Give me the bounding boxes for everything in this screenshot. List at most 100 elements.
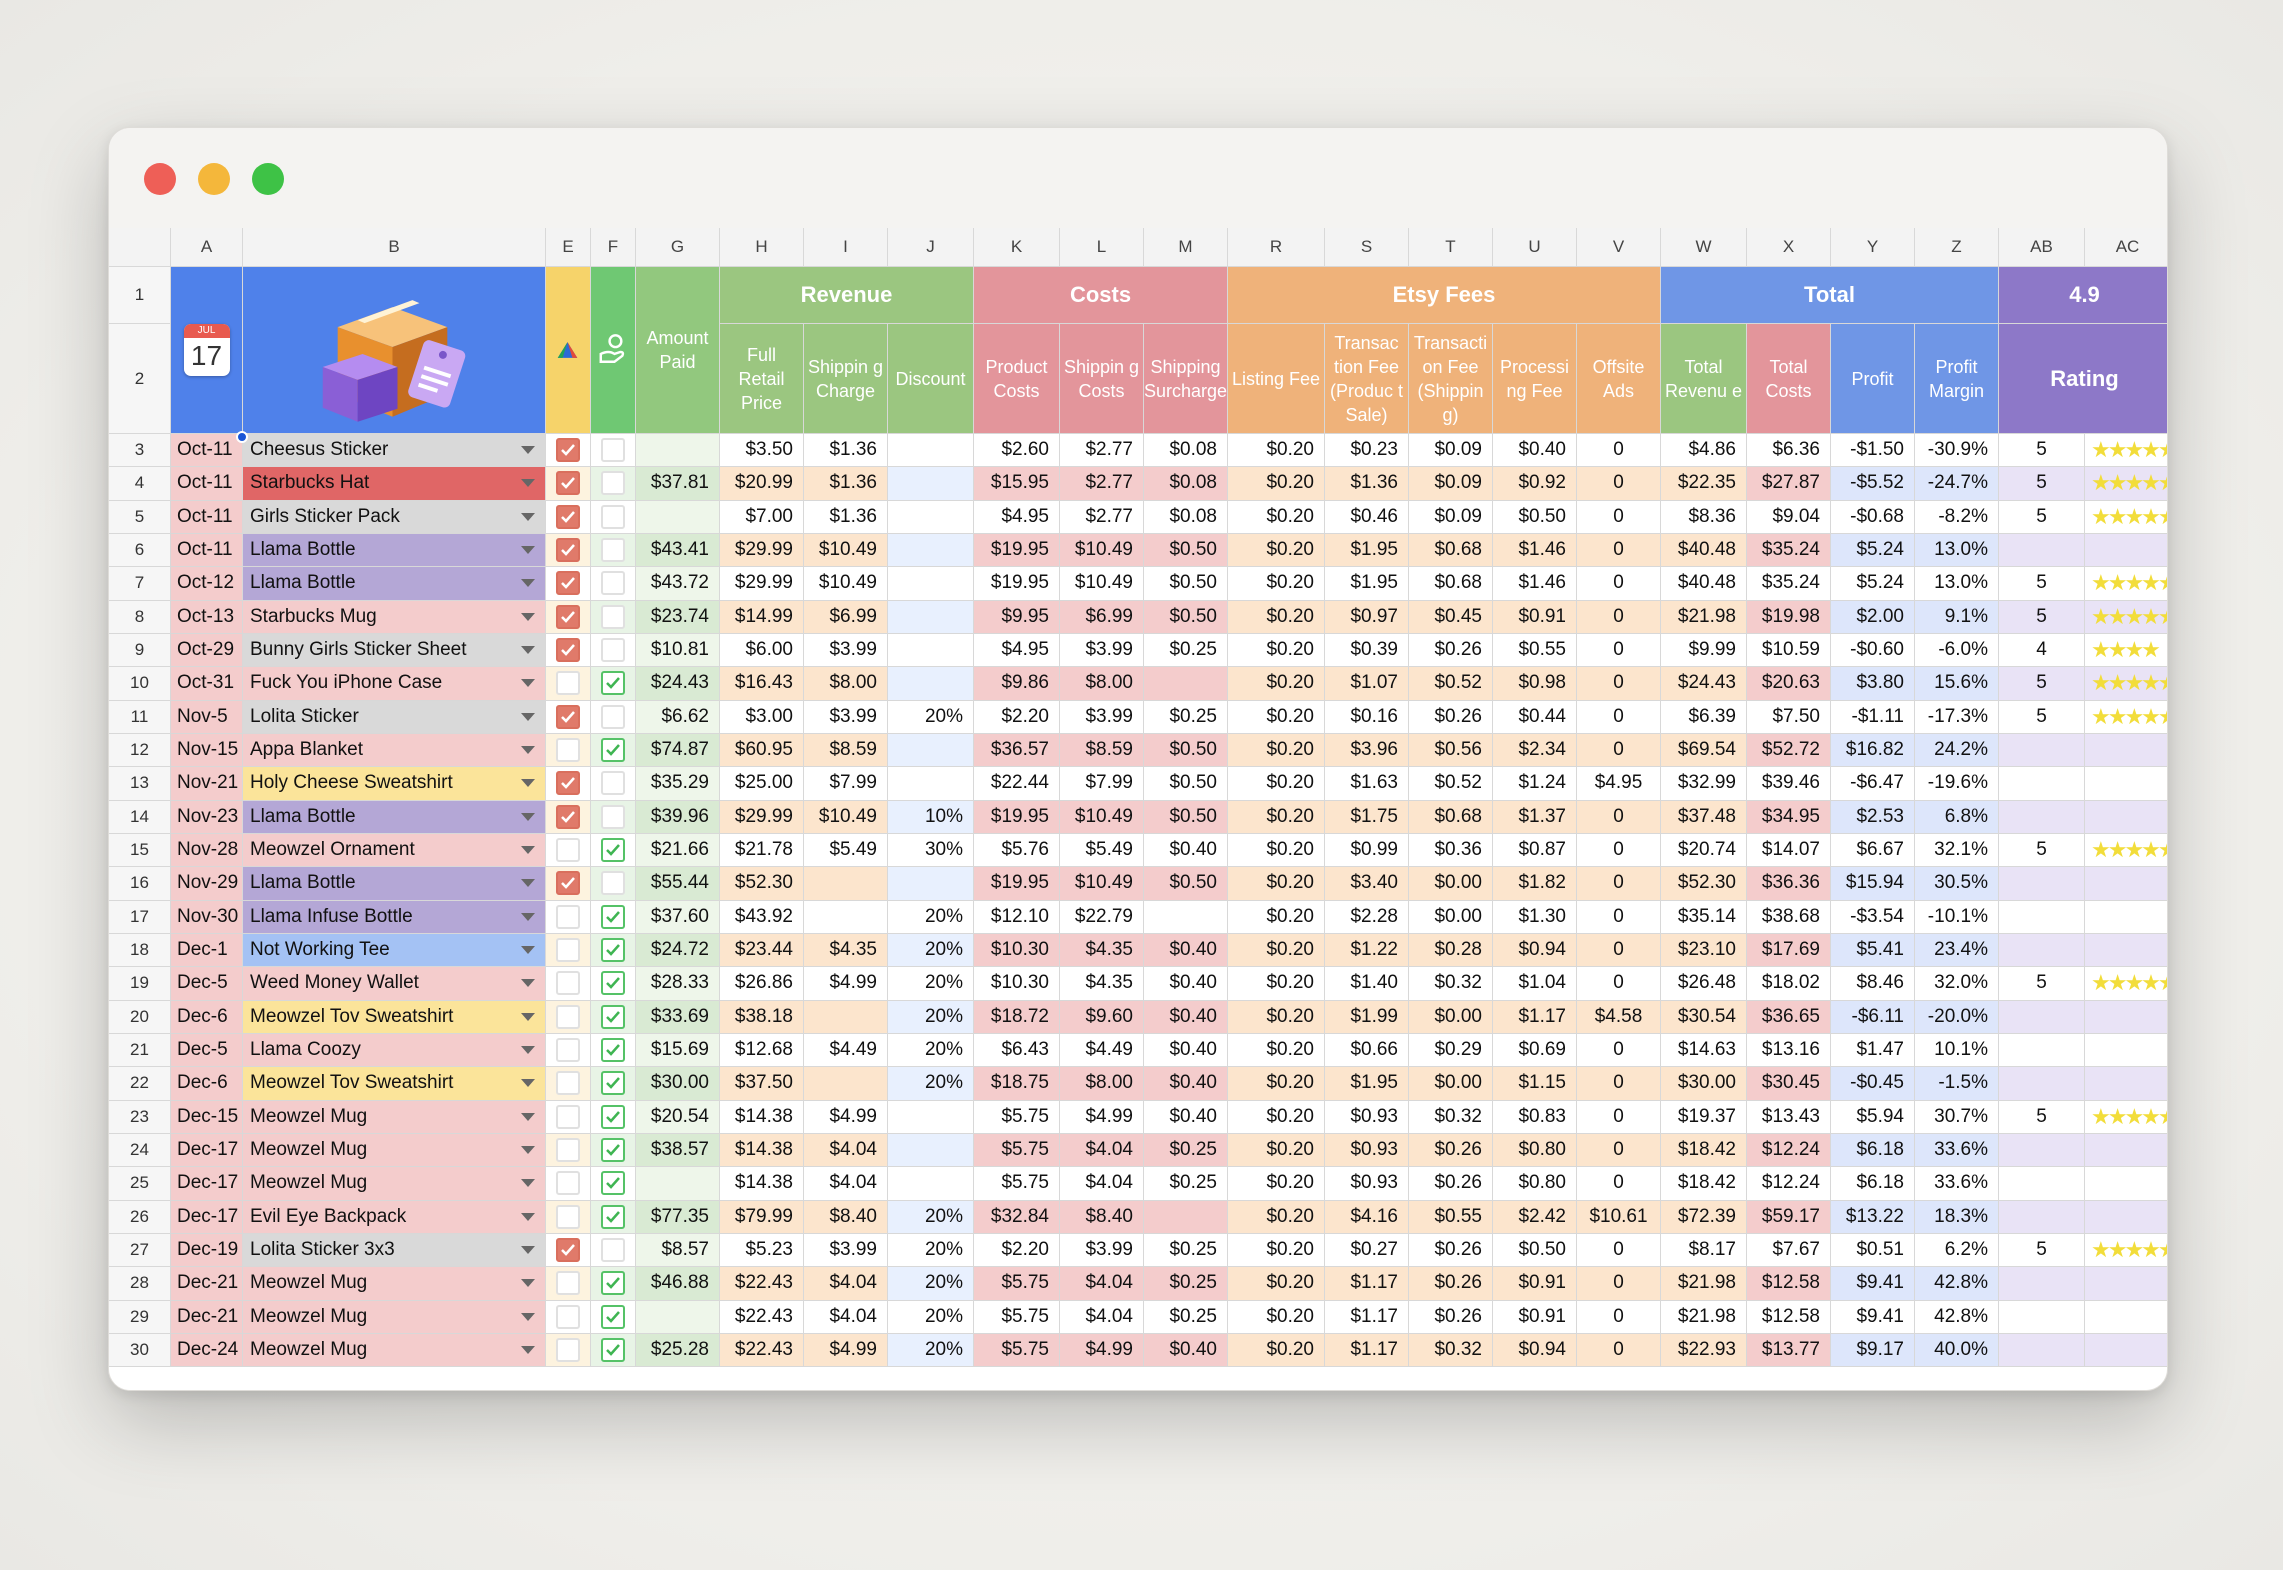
f-checkbox-cell[interactable] [591,667,636,701]
tcost-cell[interactable]: $20.63 [1747,667,1831,701]
f-checkbox[interactable] [601,871,625,896]
tfs-cell[interactable]: $0.32 [1409,1333,1493,1368]
ads-cell[interactable]: 0 [1577,1233,1661,1268]
full-cell[interactable]: $5.23 [720,1233,804,1268]
row-header-12[interactable]: 12 [109,733,171,768]
scost-cell[interactable]: $4.99 [1060,1333,1144,1368]
product-dropdown[interactable]: Llama Bottle [243,800,546,834]
list-cell[interactable]: $0.20 [1228,1033,1325,1068]
rating-cell[interactable]: 5 [1999,434,2085,468]
margin-cell[interactable]: 32.0% [1915,967,1999,1001]
scost-cell[interactable]: $2.77 [1060,500,1144,534]
ship-cell[interactable]: $4.99 [804,1333,888,1368]
dropdown-caret-icon[interactable] [521,512,535,521]
profit-cell[interactable]: $16.82 [1831,733,1915,768]
disc-cell[interactable] [888,1100,974,1134]
ads-cell[interactable]: 0 [1577,833,1661,868]
stars-cell[interactable] [2085,1333,2167,1368]
disc-cell[interactable] [888,633,974,668]
column-header-k[interactable]: K [974,228,1060,267]
pcost-cell[interactable]: $4.95 [974,500,1060,534]
rating-cell[interactable] [1999,900,2085,934]
f-checkbox-cell[interactable] [591,700,636,734]
tfp-cell[interactable]: $0.39 [1325,633,1409,668]
stars-cell[interactable]: ★★★★ [2085,633,2167,668]
stars-cell[interactable] [2085,900,2167,934]
paid-cell[interactable]: $33.69 [636,1000,720,1034]
ads-cell[interactable]: 0 [1577,500,1661,534]
profit-cell[interactable]: -$1.50 [1831,434,1915,468]
column-header-y[interactable]: Y [1831,228,1915,267]
paid-cell[interactable]: $37.81 [636,467,720,501]
f-checkbox[interactable] [601,604,625,629]
tfp-cell[interactable]: $1.95 [1325,1067,1409,1101]
proc-cell[interactable]: $0.80 [1493,1167,1577,1201]
stars-cell[interactable] [2085,533,2167,568]
column-header-z[interactable]: Z [1915,228,1999,267]
e-checkbox-cell[interactable] [546,800,591,834]
stars-cell[interactable] [2085,767,2167,801]
tfp-cell[interactable]: $0.99 [1325,833,1409,868]
ship-cell[interactable] [804,1067,888,1101]
rating-cell[interactable] [1999,800,2085,834]
disc-cell[interactable]: 20% [888,1267,974,1301]
ads-cell[interactable]: 0 [1577,867,1661,901]
f-checkbox[interactable] [601,804,625,829]
full-cell[interactable]: $29.99 [720,567,804,601]
tcost-cell[interactable]: $12.58 [1747,1300,1831,1334]
sur-cell[interactable]: $0.50 [1144,800,1228,834]
scost-cell[interactable]: $2.77 [1060,467,1144,501]
trev-cell[interactable]: $8.17 [1661,1233,1747,1268]
margin-cell[interactable]: 24.2% [1915,733,1999,768]
column-header-i[interactable]: I [804,228,888,267]
tfp-cell[interactable]: $0.93 [1325,1133,1409,1168]
proc-cell[interactable]: $0.40 [1493,434,1577,468]
list-cell[interactable]: $0.20 [1228,867,1325,901]
rating-cell[interactable] [1999,767,2085,801]
f-checkbox-cell[interactable] [591,500,636,534]
f-checkbox[interactable] [601,938,625,963]
tfp-cell[interactable]: $4.16 [1325,1200,1409,1234]
dropdown-caret-icon[interactable] [521,1046,535,1055]
profit-cell[interactable]: $6.18 [1831,1167,1915,1201]
margin-cell[interactable]: 32.1% [1915,833,1999,868]
column-header-x[interactable]: X [1747,228,1831,267]
f-checkbox[interactable] [601,904,625,929]
product-dropdown[interactable]: Llama Bottle [243,867,546,901]
column-header-a[interactable]: A [171,228,243,267]
stars-cell[interactable] [2085,1167,2167,1201]
margin-cell[interactable]: -8.2% [1915,500,1999,534]
tfs-cell[interactable]: $0.00 [1409,867,1493,901]
f-checkbox[interactable] [601,1004,625,1029]
pcost-cell[interactable]: $5.75 [974,1267,1060,1301]
ads-cell[interactable]: 0 [1577,1267,1661,1301]
order-date-cell[interactable]: Dec-21 [171,1267,243,1301]
e-checkbox[interactable] [556,1271,580,1296]
tcost-cell[interactable]: $7.67 [1747,1233,1831,1268]
full-cell[interactable]: $29.99 [720,800,804,834]
ads-cell[interactable]: 0 [1577,467,1661,501]
paid-cell[interactable]: $10.81 [636,633,720,668]
trev-cell[interactable]: $18.42 [1661,1167,1747,1201]
paid-cell[interactable]: $38.57 [636,1133,720,1168]
scost-cell[interactable]: $10.49 [1060,867,1144,901]
scost-cell[interactable]: $7.99 [1060,767,1144,801]
row-header-25[interactable]: 25 [109,1167,171,1201]
f-checkbox[interactable] [601,771,625,796]
order-date-cell[interactable]: Oct-11 [171,500,243,534]
tfs-cell[interactable]: $0.09 [1409,467,1493,501]
f-checkbox[interactable] [601,1171,625,1196]
paid-cell[interactable]: $55.44 [636,867,720,901]
dropdown-caret-icon[interactable] [521,946,535,955]
f-checkbox[interactable] [601,1204,625,1229]
ads-cell[interactable]: $4.58 [1577,1000,1661,1034]
sur-cell[interactable]: $0.40 [1144,1067,1228,1101]
tfs-cell[interactable]: $0.26 [1409,1267,1493,1301]
row-header-5[interactable]: 5 [109,500,171,534]
dropdown-caret-icon[interactable] [521,479,535,488]
full-cell[interactable]: $25.00 [720,767,804,801]
tfp-cell[interactable]: $1.75 [1325,800,1409,834]
row-header-14[interactable]: 14 [109,800,171,834]
proc-cell[interactable]: $0.69 [1493,1033,1577,1068]
margin-cell[interactable]: -17.3% [1915,700,1999,734]
